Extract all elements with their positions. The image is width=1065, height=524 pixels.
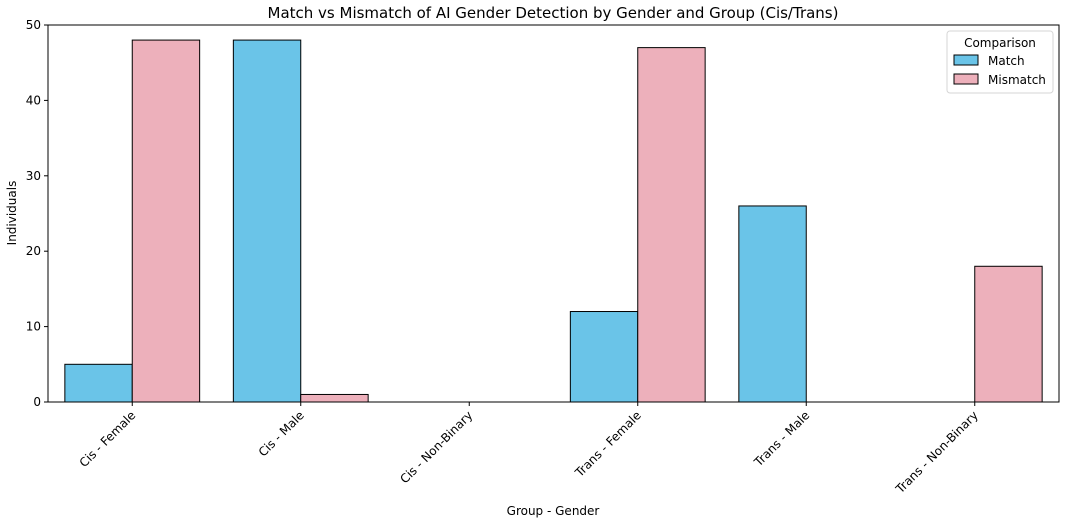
x-tick-label: Trans - Female <box>572 408 644 480</box>
chart-title: Match vs Mismatch of AI Gender Detection… <box>268 4 839 22</box>
bar-mismatch-5 <box>974 265 1043 403</box>
x-tick-label: Trans - Non-Binary <box>892 408 980 496</box>
bar-mismatch-1 <box>300 393 369 403</box>
y-axis-title: Individuals <box>5 181 19 246</box>
y-tick-label: 0 <box>33 395 41 409</box>
x-tick-label: Trans - Male <box>751 408 813 470</box>
legend-title: Comparison <box>964 36 1036 50</box>
legend-label-mismatch: Mismatch <box>988 73 1046 87</box>
y-tick-label: 10 <box>26 320 41 334</box>
bar-match-1 <box>232 39 302 403</box>
y-tick-label: 50 <box>26 18 41 32</box>
x-axis-title: Group - Gender <box>507 504 600 518</box>
y-tick-label: 40 <box>26 93 41 107</box>
plot-frame <box>47 24 1060 403</box>
bar-mismatch-0 <box>131 39 201 403</box>
bar-match-4 <box>738 205 807 403</box>
y-tick-label: 20 <box>26 244 41 258</box>
x-tick-label: Cis - Non-Binary <box>397 408 475 486</box>
x-tick-label: Cis - Female <box>77 408 139 470</box>
plot-area: 0 10 20 30 40 50 Cis - Female Cis - Male Cis - N… <box>26 18 1043 497</box>
bar-mismatch-3 <box>637 47 706 403</box>
y-tick-label: 30 <box>26 169 41 183</box>
legend-swatch-match <box>953 54 979 66</box>
legend-label-match: Match <box>988 54 1025 68</box>
legend-swatch-mismatch <box>953 73 979 85</box>
legend: Comparison Match Mismatch <box>946 30 1054 94</box>
bar-match-0 <box>64 363 133 403</box>
x-tick-label: Cis - Male <box>256 408 307 459</box>
bar-match-3 <box>569 311 639 403</box>
